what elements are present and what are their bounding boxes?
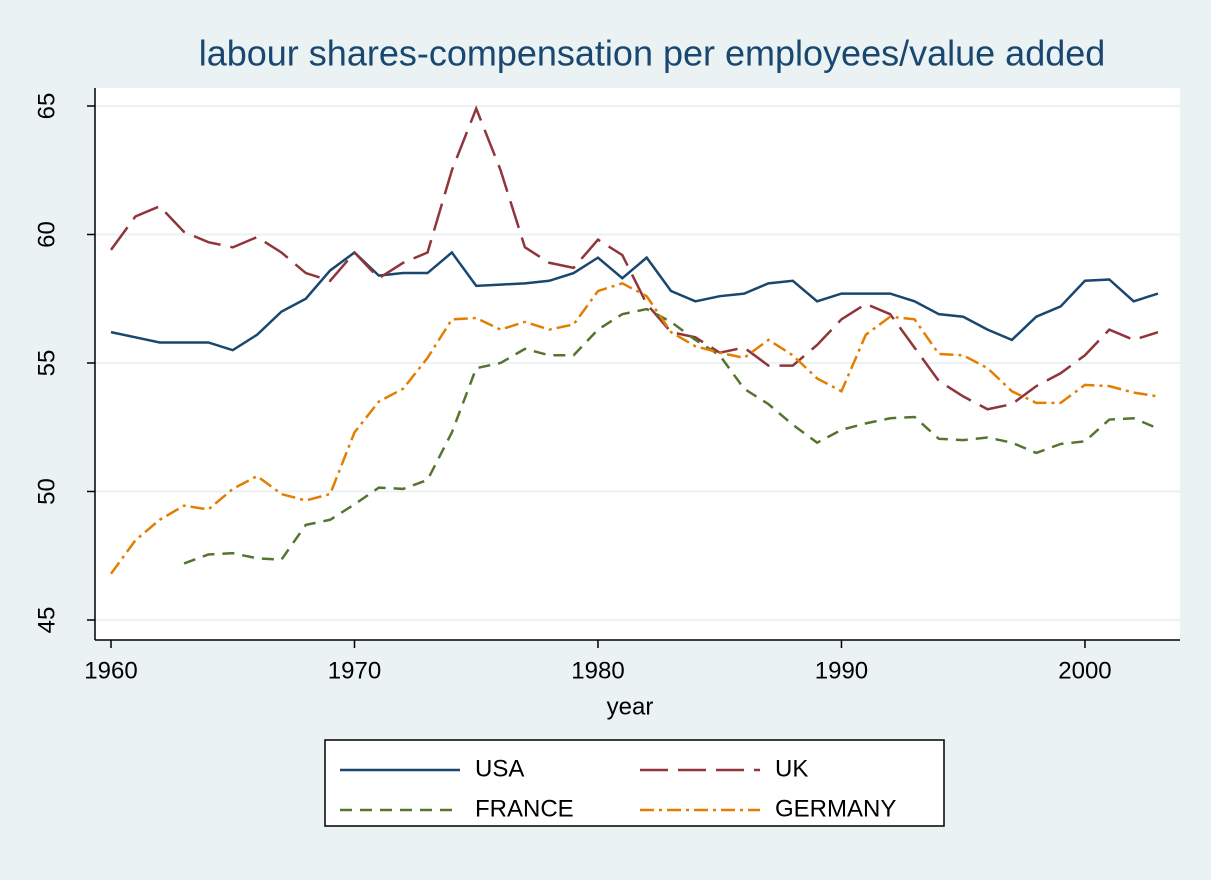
x-tick-label: 1960 [84,657,137,684]
series-line [109,281,1159,575]
legend-label: FRANCE [475,795,574,822]
y-tick-label: 60 [33,221,60,248]
x-tick-label: 1990 [815,657,868,684]
chart-title: labour shares-compensation per employees… [199,33,1106,74]
legend-label: UK [775,755,808,782]
x-tick-label: 1970 [328,657,381,684]
legend-label: USA [475,755,524,782]
series-line [110,250,1159,352]
y-tick-label: 45 [33,607,60,634]
y-tick-label: 50 [33,478,60,505]
series-line [183,307,1159,565]
y-tick-label: 55 [33,350,60,377]
legend-label: GERMANY [775,795,896,822]
series-line [109,105,1159,411]
x-axis-label: year [607,693,654,720]
x-tick-label: 2000 [1058,657,1111,684]
y-tick-label: 65 [33,93,60,120]
x-tick-label: 1980 [571,657,624,684]
legend [324,739,945,827]
